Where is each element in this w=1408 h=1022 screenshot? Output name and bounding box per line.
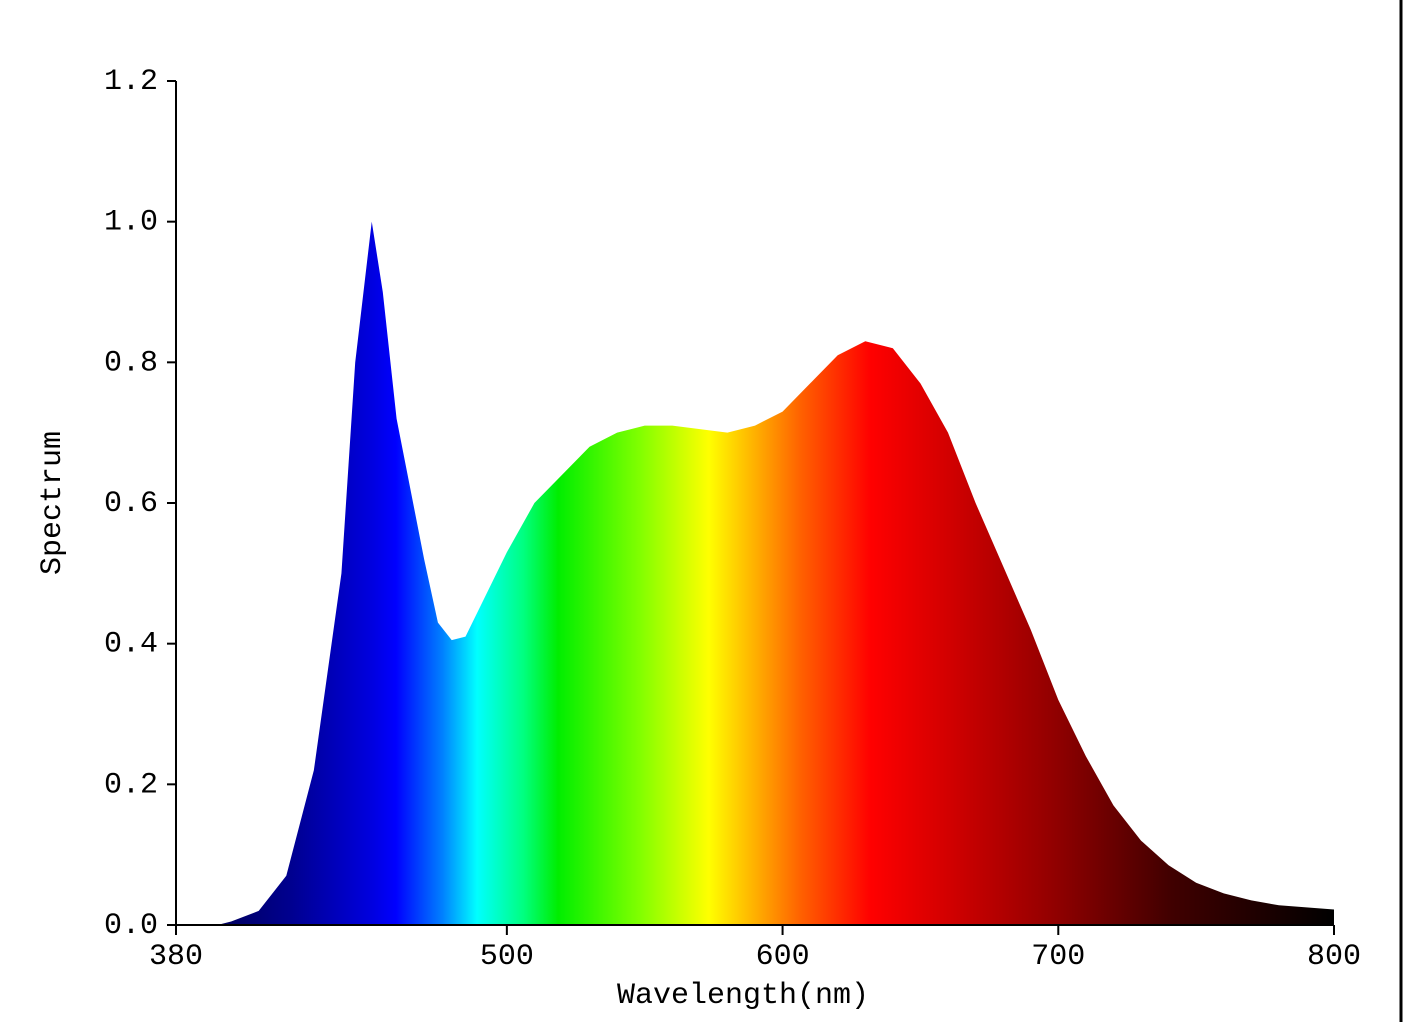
x-tick-label: 500 bbox=[480, 940, 534, 974]
x-tick-label: 380 bbox=[149, 940, 203, 974]
y-tick-label: 0.2 bbox=[104, 768, 158, 802]
y-tick-label: 0.8 bbox=[104, 346, 158, 380]
x-tick-label: 700 bbox=[1031, 940, 1085, 974]
y-axis-label: Spectrum bbox=[36, 431, 70, 575]
y-tick-label: 0.0 bbox=[104, 909, 158, 943]
y-tick-label: 0.6 bbox=[104, 487, 158, 521]
x-axis-label: Wavelength(nm) bbox=[617, 979, 869, 1013]
y-tick-label: 0.4 bbox=[104, 628, 158, 662]
y-tick-label: 1.2 bbox=[104, 65, 158, 99]
y-tick-label: 1.0 bbox=[104, 206, 158, 240]
x-tick-label: 600 bbox=[756, 940, 810, 974]
x-tick-label: 800 bbox=[1307, 940, 1361, 974]
spectrum-area bbox=[217, 221, 1334, 925]
